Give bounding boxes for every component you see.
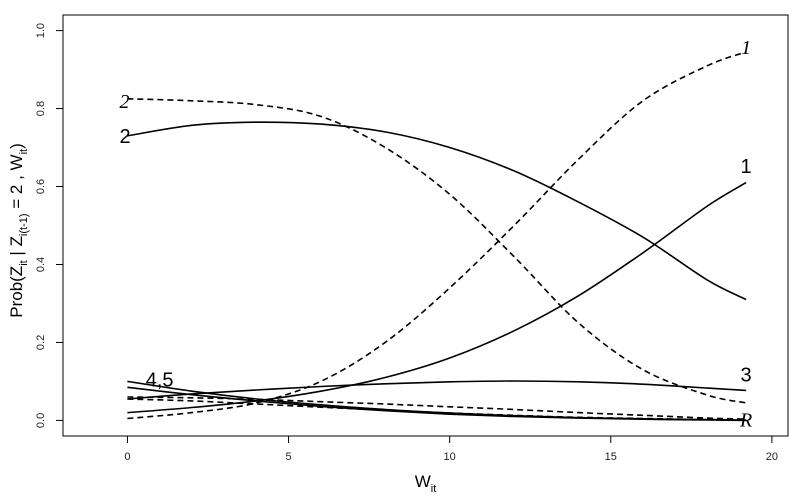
x-tick-label: 10 (444, 451, 456, 463)
y-tick-label: 0.0 (35, 413, 47, 428)
y-tick-label: 0.8 (35, 101, 47, 116)
curve-annotation: 1 (741, 156, 752, 178)
x-axis-label-main: W (415, 472, 431, 491)
y-tick-label: 1.0 (35, 23, 47, 38)
y-tick-label: 0.6 (35, 179, 47, 194)
series-line-solid-5 (127, 386, 747, 422)
series-line-dashed-unlabeled (127, 398, 747, 421)
x-tick-label: 15 (605, 451, 617, 463)
curve-annotation: R (739, 409, 752, 431)
plot-frame (62, 14, 789, 437)
x-axis-label-sub: it (431, 483, 437, 495)
curve-annotation: 2 (119, 126, 130, 148)
y-axis-label: Prob(Zit | Zi(t-1) = 2 , Wit) (7, 143, 30, 318)
series-line-dashed-2 (127, 98, 747, 404)
series-line-solid-1 (127, 181, 747, 414)
y-tick-label: 0.4 (35, 257, 47, 272)
y-axis-label-main: = 2 , W (7, 154, 26, 213)
x-tick-label: 5 (285, 451, 291, 463)
y-axis-label-main: Prob(Z (7, 266, 26, 318)
series-line-solid-3 (127, 380, 747, 400)
x-tick-label: 0 (124, 451, 130, 463)
x-tick-label: 20 (766, 451, 778, 463)
curve-annotation: 4,5 (146, 369, 174, 391)
y-axis-label-sub: i(t-1) (18, 213, 30, 236)
y-axis-label-sub: it (18, 260, 30, 266)
y-tick-label: 0.2 (35, 335, 47, 350)
series-line-dashed-1 (127, 51, 747, 420)
x-axis-label: Wit (415, 472, 437, 495)
y-axis-label-sub: it (18, 149, 30, 155)
plot-area: 0 5 10 15 20 0.0 0.2 0.4 0.6 0.8 1.0 2 2 1 1 4,5 3 R (35, 14, 789, 463)
series-line-solid-2 (127, 121, 747, 301)
y-axis-label-main: | Z (7, 236, 26, 260)
y-axis-label-main: ) (7, 143, 26, 149)
series-line-dashed-R (127, 396, 747, 420)
curve-annotation: 3 (741, 364, 752, 386)
curve-annotation: 2 (119, 91, 129, 113)
curve-annotation: 1 (741, 37, 751, 59)
